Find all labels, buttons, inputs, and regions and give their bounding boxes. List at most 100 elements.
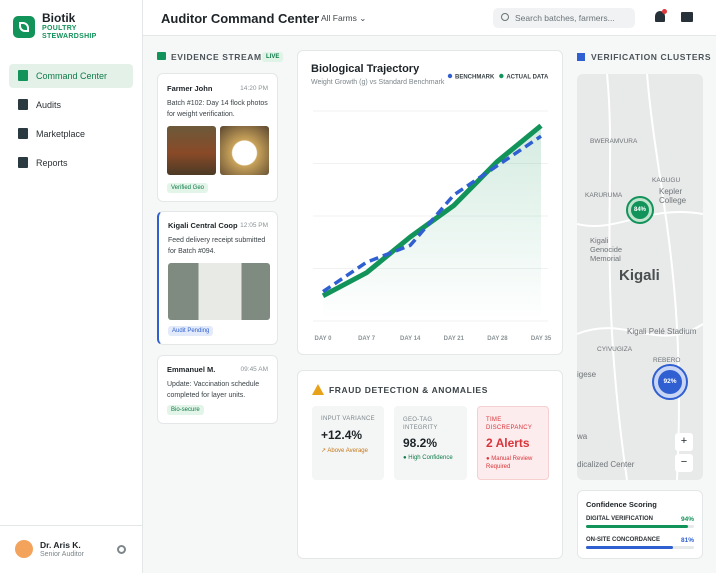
- metric-note: ● High Confidence: [403, 455, 453, 461]
- brand-name: Biotik: [42, 11, 76, 25]
- chart-card: Biological Trajectory Weight Growth (g) …: [297, 50, 563, 355]
- metric-label: INPUT VARIANCE: [321, 416, 375, 422]
- note-text: Manual Review Required: [486, 456, 533, 470]
- map-label: Kigali Genocide Memorial: [590, 236, 623, 263]
- evidence-card[interactable]: Kigali Central Coop 12:05 PM Feed delive…: [157, 211, 278, 345]
- metric-label: GEO-TAG INTEGRITY: [403, 417, 438, 431]
- warning-icon: [312, 384, 324, 395]
- map-label: KARURUMA: [585, 192, 623, 199]
- metric: INPUT VARIANCE +12.4% ↗ Above Average: [312, 406, 384, 480]
- note-text: Above Average: [327, 448, 368, 454]
- metric-note: ● Manual Review Required: [486, 456, 533, 470]
- map-label: dicalized Center: [577, 460, 635, 469]
- map-label: REBERO: [653, 357, 681, 364]
- section-title: FRAUD DETECTION & ANOMALIES: [329, 385, 488, 395]
- settings-button[interactable]: [117, 545, 126, 554]
- map-label: wa: [577, 432, 588, 441]
- chart: Biological Trajectory Weight Growth (g) …: [311, 63, 552, 342]
- map[interactable]: BWERAMVURA KAGUGU Kepler College KARURUM…: [577, 74, 703, 480]
- user-role: Senior Auditor: [40, 551, 84, 558]
- cluster-marker[interactable]: 84%: [626, 196, 654, 224]
- nav-item[interactable]: Reports: [9, 151, 133, 175]
- receipt-photo: [168, 263, 270, 320]
- metric-value: +12.4%: [321, 428, 363, 442]
- legend-label: BENCHMARK: [455, 75, 495, 81]
- metric-value: 98.2%: [403, 436, 438, 450]
- metric-note: ↗ Above Average: [321, 448, 368, 454]
- nav-label: Marketplace: [36, 129, 86, 139]
- x-tick-label: DAY 28: [487, 336, 508, 342]
- evidence-text: Update: Vaccination schedule completed f…: [167, 381, 260, 399]
- note-text: High Confidence: [408, 455, 453, 461]
- evidence-tag: Bio-secure: [167, 405, 204, 415]
- legend-label: ACTUAL DATA: [506, 75, 549, 81]
- score-label: ON-SITE CONCORDANCE: [586, 537, 661, 543]
- score-bar: [586, 525, 688, 528]
- time: 09:45 AM: [240, 366, 268, 373]
- nav-label: Reports: [36, 158, 68, 168]
- metric-value: 2 Alerts: [486, 436, 530, 450]
- x-tick-label: DAY 21: [444, 336, 465, 342]
- x-tick-label: DAY 0: [314, 336, 332, 342]
- score-bar: [586, 546, 674, 549]
- nav-label: Command Center: [36, 71, 108, 81]
- logo: [13, 16, 35, 38]
- zoom-in-button[interactable]: +: [675, 433, 693, 451]
- map-label: igese: [577, 370, 597, 379]
- time: 14:20 PM: [240, 85, 268, 92]
- section-title: EVIDENCE STREAM: [171, 52, 262, 62]
- map-label: Kigali: [619, 267, 660, 284]
- metric: TIME DISCREPANCY 2 Alerts ● Manual Revie…: [477, 406, 549, 480]
- nav-item[interactable]: Audits: [9, 93, 133, 117]
- nav-item[interactable]: Marketplace: [9, 122, 133, 146]
- photo: [167, 126, 216, 175]
- search-box[interactable]: Search batches, farmers...: [493, 8, 635, 28]
- header: Auditor Command Center All Farms ⌄ Searc…: [143, 0, 716, 36]
- score-value: 81%: [680, 537, 694, 544]
- avatar: [15, 540, 33, 558]
- photo: [220, 126, 269, 175]
- sidebar: Biotik POULTRY STEWARDSHIP Command Cente…: [0, 0, 143, 573]
- legend-dot: [499, 73, 504, 79]
- live-badge: LIVE: [262, 52, 284, 62]
- chart-title: Biological Trajectory: [311, 63, 420, 75]
- nav-item[interactable]: Command Center: [9, 64, 133, 88]
- search-placeholder: Search batches, farmers...: [515, 13, 615, 23]
- fraud-card: FRAUD DETECTION & ANOMALIES INPUT VARIAN…: [297, 370, 563, 559]
- evidence-card[interactable]: Emmanuel M. 09:45 AM Update: Vaccination…: [157, 355, 278, 424]
- chart-subtitle: Weight Growth (g) vs Standard Benchmark: [311, 79, 445, 86]
- brand-tagline: POULTRY STEWARDSHIP: [42, 25, 97, 40]
- farm-filter[interactable]: All Farms ⌄: [321, 13, 367, 23]
- map-label: CYIVUGIZA: [597, 346, 633, 353]
- evidence-card[interactable]: Farmer John 14:20 PM Batch #102: Day 14 …: [157, 73, 278, 202]
- page-title: Auditor Command Center: [161, 11, 320, 26]
- score-value: 94%: [680, 516, 694, 523]
- series-line: [322, 134, 542, 294]
- notifications-button[interactable]: [655, 9, 667, 22]
- map-label: BWERAMVURA: [590, 138, 638, 145]
- author: Emmanuel M.: [167, 365, 216, 374]
- time: 12:05 PM: [240, 222, 268, 229]
- card-title: Confidence Scoring: [586, 500, 657, 509]
- x-tick-label: DAY 7: [358, 336, 376, 342]
- evidence-tag: Audit Pending: [168, 326, 214, 336]
- marker-label: 84%: [631, 201, 649, 219]
- legend-dot: [447, 73, 453, 79]
- user-name: Dr. Aris K.: [40, 540, 81, 550]
- cluster-marker[interactable]: 92%: [652, 364, 688, 400]
- evidence-text: Batch #102: Day 14 flock photos for weig…: [167, 100, 268, 118]
- evidence-text: Feed delivery receipt submitted for Batc…: [168, 237, 266, 255]
- metric: GEO-TAG INTEGRITY 98.2% ● High Confidenc…: [394, 406, 467, 480]
- metric-label: TIME DISCREPANCY: [486, 417, 533, 431]
- filter-label: All Farms: [321, 13, 357, 23]
- author: Kigali Central Coop: [168, 221, 238, 230]
- nav-label: Audits: [36, 100, 62, 110]
- section-title: VERIFICATION CLUSTERS: [591, 52, 712, 62]
- zoom-out-button[interactable]: −: [675, 454, 693, 472]
- marker-label: 92%: [658, 370, 682, 394]
- author: Farmer John: [167, 84, 213, 93]
- score-label: DIGITAL VERIFICATION: [586, 516, 653, 522]
- map-label: KAGUGU: [652, 177, 681, 184]
- messages-button[interactable]: [681, 12, 693, 22]
